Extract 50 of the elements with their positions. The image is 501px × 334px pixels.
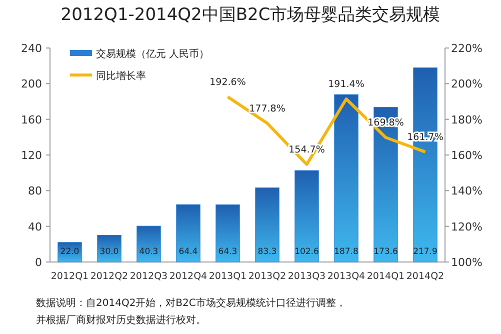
data-label: 64.4 — [178, 247, 198, 257]
x-tick-label: 2013Q2 — [248, 271, 286, 282]
x-tick-label: 2012Q3 — [130, 271, 168, 282]
data-label: 191.4% — [328, 79, 364, 90]
data-label: 177.8% — [249, 103, 286, 114]
y2-tick-label: 140% — [451, 184, 482, 198]
x-tick-label: 2013Q4 — [327, 271, 366, 282]
x-tick-label: 2012Q4 — [169, 271, 208, 282]
data-label: 187.8 — [334, 247, 358, 257]
y2-tick-label: 160% — [451, 149, 482, 162]
x-tick-label: 2013Q1 — [208, 271, 247, 282]
data-label: 192.6% — [210, 76, 246, 88]
x-tick-label: 2013Q3 — [288, 271, 326, 282]
y-tick-label: 160 — [21, 113, 42, 126]
y-tick-label: 240 — [21, 42, 42, 55]
data-label: 102.6 — [294, 247, 319, 257]
data-label: 40.3 — [139, 247, 158, 257]
y2-tick-label: 120% — [451, 220, 482, 234]
bar — [334, 94, 358, 262]
x-tick-label: 2014Q2 — [406, 271, 444, 282]
data-label: 64.3 — [218, 247, 238, 257]
data-label: 83.3 — [258, 247, 277, 257]
bar — [97, 235, 122, 262]
x-tick-label: 2012Q2 — [90, 271, 128, 282]
y2-tick-label: 180% — [451, 113, 482, 126]
x-tick-label: 2012Q1 — [50, 271, 89, 282]
bar — [216, 204, 240, 262]
bar — [255, 187, 280, 262]
y-tick-label: 80 — [28, 184, 42, 198]
bar — [136, 226, 161, 262]
data-label: 173.6 — [374, 247, 398, 257]
data-label: 30.0 — [100, 247, 119, 257]
text: 并根据厂商财报对历史数据进行校对。 — [36, 314, 206, 326]
x-tick-label: 2014Q1 — [366, 271, 405, 282]
y-tick-label: 40 — [28, 220, 42, 234]
y2-tick-label: 220% — [451, 42, 482, 55]
y-tick-label: 200 — [21, 78, 42, 91]
data-label: 217.9 — [413, 247, 438, 257]
legend-label: 交易规模（亿元 人民币） — [96, 48, 210, 60]
y-tick-label: 120 — [21, 149, 42, 162]
chart-title: 2012Q1-2014Q2中国B2C市场母婴品类交易规模 — [60, 5, 440, 25]
y2-tick-label: 100% — [451, 256, 482, 269]
bar — [58, 242, 82, 262]
text: 数据说明：自2014Q2开始，对B2C市场交易规模统计口径进行调整， — [36, 297, 346, 309]
y2-tick-label: 200% — [451, 78, 482, 91]
bar — [176, 204, 200, 262]
legend-label: 同比增长率 — [96, 70, 146, 82]
data-label: 22.0 — [60, 247, 80, 257]
bar — [294, 170, 319, 262]
y-tick-label: 0 — [35, 256, 42, 269]
